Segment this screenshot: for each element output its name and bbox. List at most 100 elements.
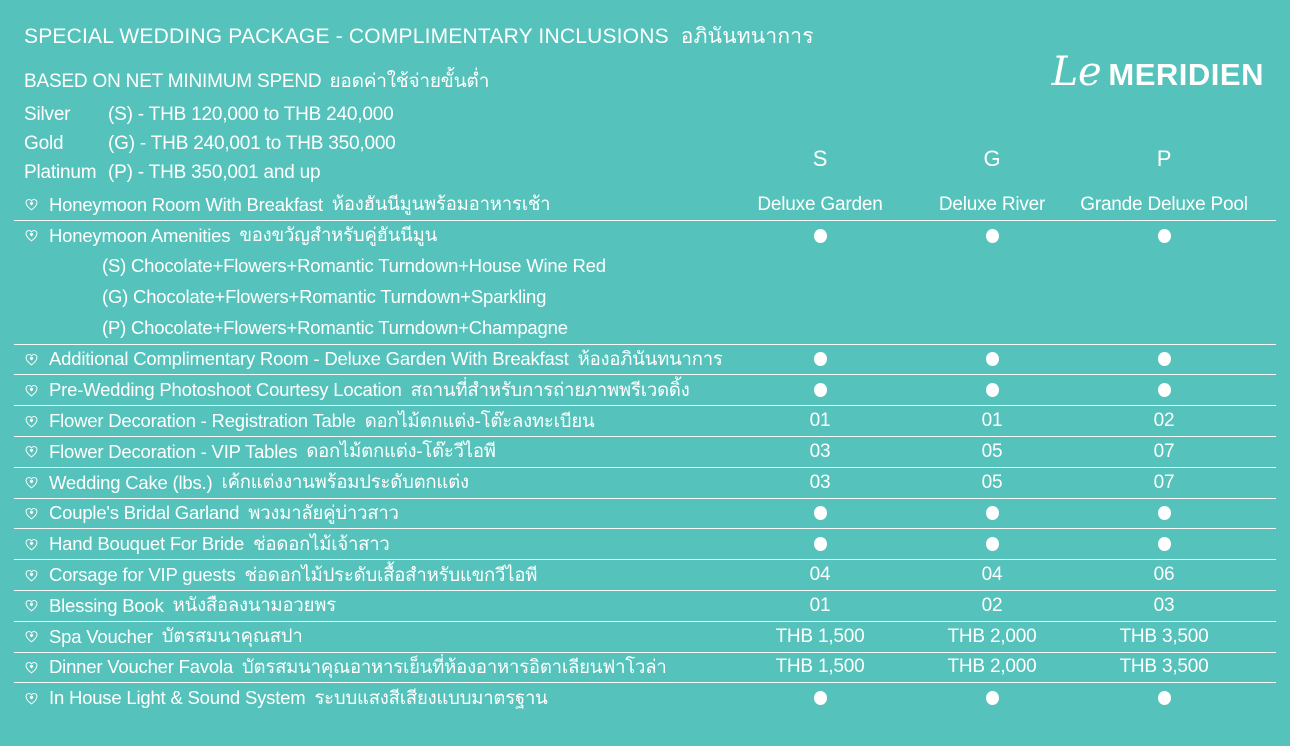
included-dot-icon xyxy=(1157,691,1171,706)
tier-name: Silver xyxy=(24,104,71,125)
heart-icon xyxy=(24,629,39,644)
table-row: Wedding Cake (lbs.) เค้กแต่งงานพร้อมประด… xyxy=(14,468,1276,499)
included-dot-icon xyxy=(813,537,827,552)
row-label-th: ดอกไม้ตกแต่ง-โต๊ะวีไอพี xyxy=(306,440,496,462)
row-value-cell-p: THB 3,500 xyxy=(1119,656,1209,678)
row-value-cell-p xyxy=(1078,383,1250,398)
row-label-th: ห้องฮันนีมูนพร้อมอาหารเช้า xyxy=(331,193,551,215)
row-value-cell-g: THB 2,000 xyxy=(947,625,1037,647)
row-value-cell-p: THB 3,500 xyxy=(1119,625,1209,647)
columns-header: S G P xyxy=(734,146,1250,172)
row-label-th: ดอกไม้ตกแต่ง-โต๊ะลงทะเบียน xyxy=(364,409,595,431)
row-value-cell-p xyxy=(1078,228,1250,243)
tier-range: (S) - THB 120,000 to THB 240,000 xyxy=(108,104,394,125)
table-row: Additional Complimentary Room - Deluxe G… xyxy=(14,345,1276,376)
heart-icon xyxy=(24,568,39,583)
row-value-cell-g: 05 xyxy=(981,471,1003,493)
table-row: Honeymoon Room With Breakfast ห้องฮันนีม… xyxy=(14,190,1276,221)
row-label-th: ระบบแสงสีเสียงแบบมาตรฐาน xyxy=(314,686,548,708)
row-label-th: สถานที่สำหรับการถ่ายภาพพรีเวดดิ้ง xyxy=(410,378,690,400)
row-value-cell-p: 02 xyxy=(1153,410,1175,432)
tier-row-silver: Silver (S) - THB 120,000 to THB 240,000 xyxy=(24,100,1290,129)
row-value-cell-g: Deluxe River xyxy=(938,193,1046,215)
row-label-en: Flower Decoration - VIP Tables xyxy=(49,440,298,462)
subtitle-en: BASED ON NET MINIMUM SPEND xyxy=(24,71,322,92)
row-value-cell-s xyxy=(734,537,906,552)
row-value-cell-s: 04 xyxy=(809,564,831,586)
included-dot-icon xyxy=(985,228,999,243)
row-value-cell-s: Deluxe Garden xyxy=(757,193,883,215)
row-value-cell-p xyxy=(1078,537,1250,552)
row-value-cell-p: 07 xyxy=(1153,471,1175,493)
tier-row-gold: Gold (G) - THB 240,001 to THB 350,000 xyxy=(24,129,1290,158)
row-value-cell-p xyxy=(1078,506,1250,521)
table-row: Blessing Book หนังสือลงนามอวยพร 01 02 03 xyxy=(14,591,1276,622)
included-dot-icon xyxy=(1157,537,1171,552)
included-dot-icon xyxy=(985,383,999,398)
heart-icon xyxy=(24,228,39,243)
row-value-cell-g xyxy=(906,228,1078,243)
heart-icon xyxy=(24,660,39,675)
subtitle: BASED ON NET MINIMUM SPEND ยอดค่าใช้จ่ายข… xyxy=(24,66,1290,96)
row-label-en: Hand Bouquet For Bride xyxy=(49,533,245,555)
page-title-thai: อภินันทนาการ xyxy=(680,25,814,48)
included-dot-icon xyxy=(813,352,827,367)
row-value-cell-g: 02 xyxy=(981,594,1003,616)
row-value-cell-s xyxy=(734,506,906,521)
row-label-en: Blessing Book xyxy=(49,594,164,616)
row-label-en: Flower Decoration - Registration Table xyxy=(49,410,356,432)
row-label-en: In House Light & Sound System xyxy=(49,687,306,709)
column-header-platinum: P xyxy=(1156,146,1172,171)
row-value-cell-s: THB 1,500 xyxy=(775,656,865,678)
row-value-cell-g xyxy=(906,691,1078,706)
row-value-cell-g: THB 2,000 xyxy=(947,656,1037,678)
heart-icon xyxy=(24,475,39,490)
heart-icon xyxy=(24,506,39,521)
row-value-cell-g xyxy=(906,506,1078,521)
subtitle-thai: ยอดค่าใช้จ่ายขั้นต่ำ xyxy=(329,71,490,92)
header-block: SPECIAL WEDDING PACKAGE - COMPLIMENTARY … xyxy=(0,0,1290,187)
brand-logo: Le MERIDIEN xyxy=(1052,52,1264,92)
row-value-cell-p: 06 xyxy=(1153,564,1175,586)
tier-range: (P) - THB 350,001 and up xyxy=(108,162,321,183)
row-value-cell-s: 01 xyxy=(809,410,831,432)
tier-name: Platinum xyxy=(24,162,97,183)
row-subline: (G) Chocolate+Flowers+Romantic Turndown+… xyxy=(102,286,547,308)
row-value-cell-s xyxy=(734,383,906,398)
row-value-cell-g xyxy=(906,383,1078,398)
row-label-en: Wedding Cake (lbs.) xyxy=(49,471,213,493)
included-dot-icon xyxy=(1157,228,1171,243)
row-label-th: เค้กแต่งงานพร้อมประดับตกแต่ง xyxy=(221,471,469,493)
included-dot-icon xyxy=(985,691,999,706)
row-label-en: Honeymoon Room With Breakfast xyxy=(49,193,323,215)
row-label-th: บัตรสมนาคุณสปา xyxy=(161,625,303,647)
row-label-en: Additional Complimentary Room - Deluxe G… xyxy=(49,348,569,370)
table-row: Pre-Wedding Photoshoot Courtesy Location… xyxy=(14,375,1276,407)
page-title-en: SPECIAL WEDDING PACKAGE - COMPLIMENTARY … xyxy=(24,25,669,48)
table-row: Dinner Voucher Favola บัตรสมนาคุณอาหารเย… xyxy=(14,653,1276,684)
row-subline: (S) Chocolate+Flowers+Romantic Turndown+… xyxy=(102,255,606,277)
row-value-cell-g xyxy=(906,537,1078,552)
row-value-cell-s: THB 1,500 xyxy=(775,625,865,647)
column-header-gold: G xyxy=(983,146,1001,171)
table-row: Hand Bouquet For Bride ช่อดอกไม้เจ้าสาว xyxy=(14,529,1276,561)
row-label-en: Corsage for VIP guests xyxy=(49,564,236,586)
table-row: Flower Decoration - Registration Table ด… xyxy=(14,406,1276,437)
included-dot-icon xyxy=(985,537,999,552)
row-value-cell-g: 04 xyxy=(981,564,1003,586)
included-dot-icon xyxy=(1157,506,1171,521)
heart-icon xyxy=(24,537,39,552)
row-value-cell-s: 01 xyxy=(809,594,831,616)
inclusions-table: Honeymoon Room With Breakfast ห้องฮันนีม… xyxy=(14,190,1276,713)
row-value-cell-s xyxy=(734,352,906,367)
row-value-cell-p: 07 xyxy=(1153,440,1175,462)
row-value-cell-g xyxy=(906,352,1078,367)
table-row: Corsage for VIP guests ช่อดอกไม้ประดับเส… xyxy=(14,560,1276,591)
row-label-en: Pre-Wedding Photoshoot Courtesy Location xyxy=(49,379,402,401)
row-subline: (P) Chocolate+Flowers+Romantic Turndown+… xyxy=(102,317,568,339)
row-label-th: หนังสือลงนามอวยพร xyxy=(172,594,337,616)
heart-icon xyxy=(24,414,39,429)
row-value-cell-p: Grande Deluxe Pool xyxy=(1080,193,1248,215)
included-dot-icon xyxy=(813,506,827,521)
